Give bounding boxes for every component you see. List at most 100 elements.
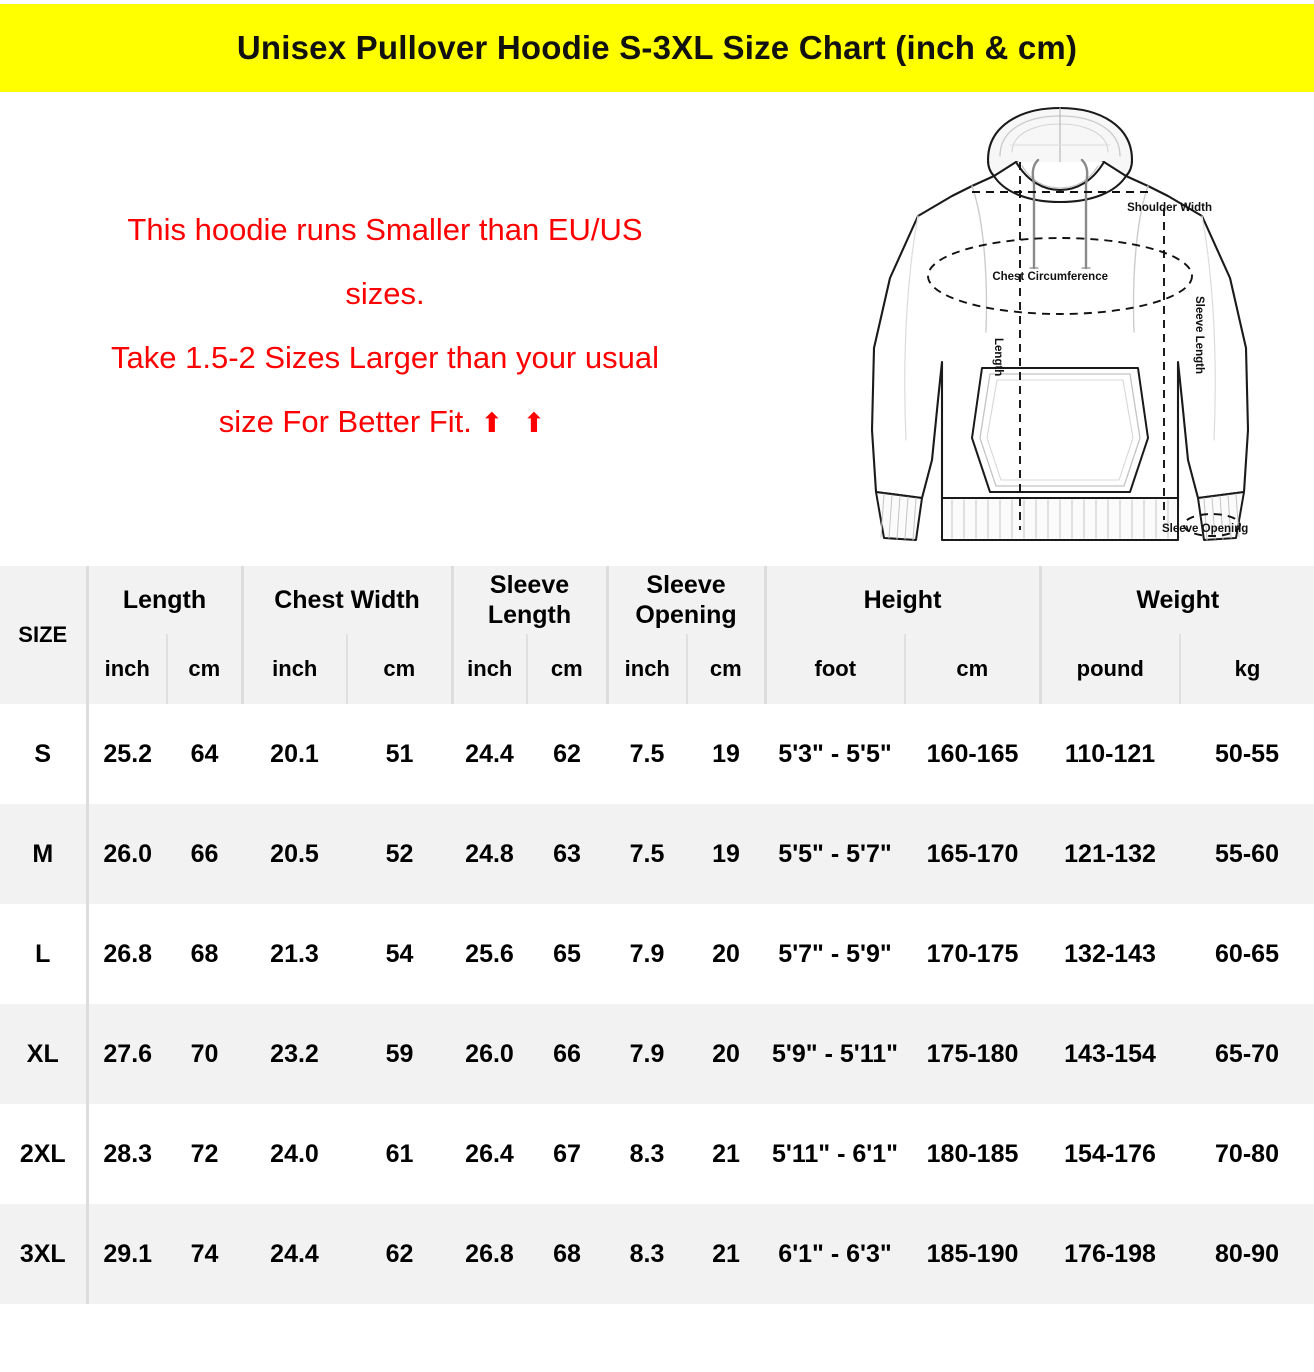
cell-size: L: [0, 904, 89, 1004]
size-table-container: service@higojersey.com +44 7561894976 SI…: [0, 566, 1314, 1372]
cell-chest-cm: 59: [347, 1004, 453, 1104]
hoodie-diagram: Shoulder Width Chest Circumference Lengt…: [860, 100, 1260, 560]
header-unit-length-cm: cm: [167, 634, 244, 704]
label-shoulder-width: Shoulder Width: [1127, 202, 1212, 214]
cell-height-foot: 5'11" - 6'1": [765, 1104, 906, 1204]
cell-height-foot: 5'7" - 5'9": [765, 904, 906, 1004]
header-unit-length-inch: inch: [87, 634, 168, 704]
cell-length-cm: 64: [167, 704, 243, 804]
cell-chest-inch: 20.1: [242, 704, 348, 804]
cell-length-inch: 27.6: [87, 1004, 167, 1104]
cell-chest-cm: 62: [347, 1204, 453, 1304]
cell-height-cm: 165-170: [905, 804, 1041, 904]
notice-line-1: This hoodie runs Smaller than EU/US: [127, 212, 643, 247]
cell-chest-inch: 21.3: [242, 904, 348, 1004]
cell-chest-inch: 24.0: [242, 1104, 348, 1204]
header-unit-chest-cm: cm: [347, 634, 454, 704]
cell-weight-kg: 65-70: [1180, 1004, 1314, 1104]
header-unit-height-foot: foot: [765, 634, 907, 704]
cell-sleevelength-inch: 24.4: [452, 704, 528, 804]
cell-sleevelength-cm: 66: [527, 1004, 608, 1104]
cell-weight-pound: 110-121: [1040, 704, 1181, 804]
cell-chest-inch: 23.2: [242, 1004, 348, 1104]
label-length: Length: [992, 338, 1004, 376]
table-row: 2XL 28.3 72 24.0 61 26.4 67 8.3 21 5'11"…: [0, 1104, 1314, 1204]
cell-sleevelength-cm: 62: [527, 704, 608, 804]
cell-height-cm: 175-180: [905, 1004, 1041, 1104]
header-unit-sleeveopening-inch: inch: [607, 634, 689, 704]
cell-size: S: [0, 704, 89, 804]
notice-line-2: sizes.: [345, 276, 425, 311]
cell-height-cm: 185-190: [905, 1204, 1041, 1304]
header-unit-sleevelength-inch: inch: [452, 634, 529, 704]
cell-length-cm: 74: [167, 1204, 243, 1304]
cell-weight-kg: 80-90: [1180, 1204, 1314, 1304]
size-chart-table: SIZE Length Chest Width Sleeve Length Sl…: [0, 566, 1314, 1304]
header-size: SIZE: [0, 566, 89, 704]
cell-sleevelength-inch: 26.4: [452, 1104, 528, 1204]
cell-weight-pound: 132-143: [1040, 904, 1181, 1004]
cell-chest-cm: 51: [347, 704, 453, 804]
cell-length-cm: 66: [167, 804, 243, 904]
cell-weight-kg: 60-65: [1180, 904, 1314, 1004]
cell-length-inch: 26.8: [87, 904, 167, 1004]
cell-weight-kg: 50-55: [1180, 704, 1314, 804]
up-arrow-icon: ⬆ ⬆: [480, 408, 552, 438]
header-unit-weight-pound: pound: [1040, 634, 1182, 704]
cell-height-foot: 6'1" - 6'3": [765, 1204, 906, 1304]
cell-sleeveopening-inch: 7.9: [607, 1004, 688, 1104]
header-group-weight: Weight: [1040, 566, 1314, 634]
cell-sleeveopening-inch: 7.5: [607, 804, 688, 904]
cell-weight-pound: 143-154: [1040, 1004, 1181, 1104]
header-unit-height-cm: cm: [905, 634, 1042, 704]
cell-weight-pound: 176-198: [1040, 1204, 1181, 1304]
cell-sleeveopening-cm: 19: [687, 704, 766, 804]
cell-height-foot: 5'5" - 5'7": [765, 804, 906, 904]
cell-chest-cm: 61: [347, 1104, 453, 1204]
cell-weight-kg: 70-80: [1180, 1104, 1314, 1204]
notice-line-4-text: size For Better Fit.: [218, 404, 472, 439]
cell-length-cm: 70: [167, 1004, 243, 1104]
table-unit-header-row: inch cm inch cm inch cm inch cm foot cm …: [0, 634, 1314, 704]
cell-sleeveopening-inch: 8.3: [607, 1204, 688, 1304]
header-unit-sleeveopening-cm: cm: [687, 634, 767, 704]
cell-length-inch: 28.3: [87, 1104, 167, 1204]
cell-sleeveopening-cm: 19: [687, 804, 766, 904]
sizing-notice: This hoodie runs Smaller than EU/US size…: [0, 198, 770, 455]
cell-length-inch: 25.2: [87, 704, 167, 804]
cell-sleeveopening-cm: 20: [687, 904, 766, 1004]
header-group-sleeve-opening: Sleeve Opening: [607, 566, 767, 634]
table-group-header-row: SIZE Length Chest Width Sleeve Length Sl…: [0, 566, 1314, 704]
header-unit-chest-inch: inch: [242, 634, 349, 704]
header-unit-weight-kg: kg: [1180, 634, 1314, 704]
table-row: S 25.2 64 20.1 51 24.4 62 7.5 19 5'3" - …: [0, 704, 1314, 804]
cell-size: XL: [0, 1004, 89, 1104]
cell-sleeveopening-inch: 7.9: [607, 904, 688, 1004]
chest-circumference-guide: [927, 237, 1193, 315]
cell-weight-kg: 55-60: [1180, 804, 1314, 904]
cell-sleevelength-inch: 25.6: [452, 904, 528, 1004]
cell-sleeveopening-cm: 21: [687, 1104, 766, 1204]
header-group-height: Height: [765, 566, 1042, 634]
header-group-chest-width: Chest Width: [242, 566, 454, 634]
notice-line-3: Take 1.5-2 Sizes Larger than your usual: [111, 340, 659, 375]
header-group-sleeve-length: Sleeve Length: [452, 566, 609, 634]
cell-size: 2XL: [0, 1104, 89, 1204]
cell-height-foot: 5'9" - 5'11": [765, 1004, 906, 1104]
cell-weight-pound: 154-176: [1040, 1104, 1181, 1204]
cell-sleevelength-cm: 68: [527, 1204, 608, 1304]
cell-sleeveopening-cm: 20: [687, 1004, 766, 1104]
cell-length-inch: 29.1: [87, 1204, 167, 1304]
table-row: M 26.0 66 20.5 52 24.8 63 7.5 19 5'5" - …: [0, 804, 1314, 904]
cell-sleevelength-cm: 67: [527, 1104, 608, 1204]
cell-height-cm: 160-165: [905, 704, 1041, 804]
cell-height-foot: 5'3" - 5'5": [765, 704, 906, 804]
cell-length-cm: 68: [167, 904, 243, 1004]
cell-height-cm: 180-185: [905, 1104, 1041, 1204]
table-body: S 25.2 64 20.1 51 24.4 62 7.5 19 5'3" - …: [0, 704, 1314, 1304]
cell-chest-cm: 54: [347, 904, 453, 1004]
cell-chest-inch: 24.4: [242, 1204, 348, 1304]
cell-size: 3XL: [0, 1204, 89, 1304]
notice-line-4: size For Better Fit. ⬆ ⬆: [0, 390, 770, 455]
cell-sleevelength-inch: 26.0: [452, 1004, 528, 1104]
